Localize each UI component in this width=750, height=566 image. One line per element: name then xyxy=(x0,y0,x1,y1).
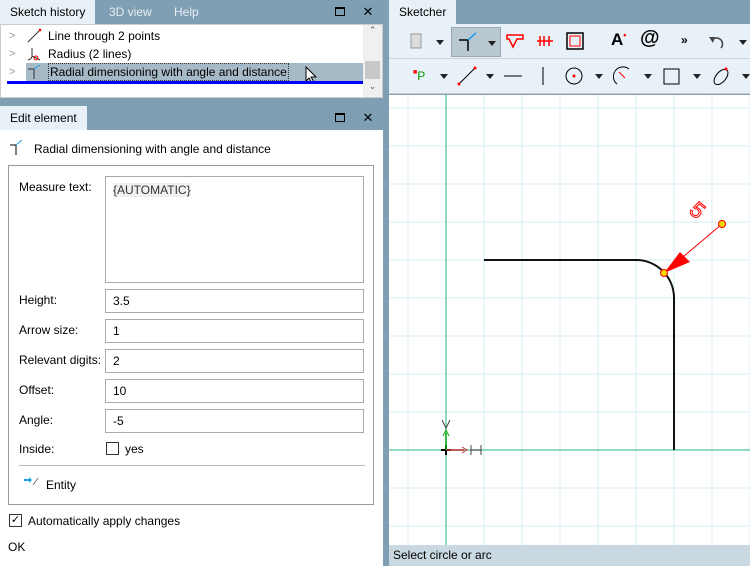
chevron-down-icon[interactable] xyxy=(440,74,448,79)
scroll-up-icon[interactable]: ⌃ xyxy=(368,25,377,35)
chevron-down-icon[interactable] xyxy=(644,74,652,79)
splitter[interactable] xyxy=(383,0,389,566)
offset-label: Offset: xyxy=(19,383,55,397)
close-button[interactable]: ✕ xyxy=(362,4,374,19)
radius-icon xyxy=(27,48,41,61)
sketch-history-tree: > Line through 2 points > Radius (2 line… xyxy=(0,24,383,98)
horizontal-line-icon[interactable] xyxy=(503,66,523,86)
vertical-line-icon[interactable] xyxy=(533,66,553,86)
tab-help[interactable]: Help xyxy=(174,5,199,19)
line-tool-icon[interactable] xyxy=(457,66,477,86)
rectangle-tool-icon[interactable] xyxy=(662,66,682,86)
hatch-dimension-icon[interactable] xyxy=(505,31,525,51)
toolbar: A• @ » ■P xyxy=(389,24,750,94)
chevron-down-icon[interactable] xyxy=(486,74,494,79)
scroll-down-icon[interactable]: ⌄ xyxy=(368,81,377,91)
origin-marker xyxy=(441,419,482,455)
auto-apply-label: Automatically apply changes xyxy=(28,514,181,528)
chevron-right-icon[interactable]: > xyxy=(9,30,16,42)
chevron-down-icon[interactable] xyxy=(488,41,496,46)
drop-indicator xyxy=(7,81,363,84)
layer-icon[interactable] xyxy=(407,31,427,51)
arrow-size-input[interactable]: 1 xyxy=(105,319,364,343)
chevron-down-icon[interactable] xyxy=(739,40,747,45)
list-item-label: Radius (2 lines) xyxy=(48,47,132,61)
list-item-label: Radial dimensioning with angle and dista… xyxy=(48,63,289,81)
tab-3d-view[interactable]: 3D view xyxy=(109,5,152,19)
height-input[interactable]: 3.5 xyxy=(105,289,364,313)
arrow-size-label: Arrow size: xyxy=(19,323,79,337)
more-tools-button[interactable]: » xyxy=(681,33,688,47)
measure-text-label: Measure text: xyxy=(19,180,92,194)
chevron-right-icon[interactable]: > xyxy=(9,48,16,60)
maximize-icon xyxy=(335,113,345,122)
height-label: Height: xyxy=(19,293,58,307)
radial-dimension-icon xyxy=(459,32,477,51)
status-bar: Select circle or arc xyxy=(389,545,750,566)
inside-label: Inside: xyxy=(19,442,55,456)
chevron-down-icon[interactable] xyxy=(436,40,444,45)
radial-dimension-icon xyxy=(10,140,23,155)
sketch-canvas[interactable]: 5 xyxy=(389,95,750,545)
chevron-right-icon[interactable]: > xyxy=(9,66,16,78)
at-symbol-icon[interactable]: @ xyxy=(640,27,660,49)
entity-arrow-icon xyxy=(24,477,39,486)
scroll-thumb[interactable] xyxy=(365,61,380,79)
entity-button[interactable]: Entity xyxy=(46,478,77,492)
angle-input[interactable]: -5 xyxy=(105,409,364,433)
chevron-down-icon[interactable] xyxy=(595,74,603,79)
inside-checkbox[interactable] xyxy=(106,442,119,455)
arc-tool-icon[interactable] xyxy=(613,66,633,86)
edit-tabbar: Edit element ✕ xyxy=(0,106,385,130)
ellipse-tool-icon[interactable] xyxy=(711,66,731,86)
list-item-label: Line through 2 points xyxy=(48,29,161,43)
radial-dimension-icon xyxy=(28,64,41,79)
divider xyxy=(19,465,365,466)
offset-input[interactable]: 10 xyxy=(105,379,364,403)
measure-text-input[interactable]: {AUTOMATIC} xyxy=(105,176,364,283)
sketcher-tabbar: Sketcher xyxy=(389,0,750,24)
maximize-button[interactable] xyxy=(332,4,348,20)
auto-apply-checkbox[interactable]: ✓ xyxy=(9,514,22,527)
line-icon xyxy=(27,28,42,43)
point-tool-icon[interactable]: ■P xyxy=(413,69,426,83)
chevron-down-icon[interactable] xyxy=(742,74,750,79)
angle-label: Angle: xyxy=(19,413,54,427)
tab-sketcher[interactable]: Sketcher xyxy=(389,0,457,24)
properties-group: Measure text: {AUTOMATIC} Height: 3.5 Ar… xyxy=(8,165,374,505)
element-title: Radial dimensioning with angle and dista… xyxy=(34,142,271,156)
relevant-digits-label: Relevant digits: xyxy=(19,353,102,367)
spacing-dimension-icon[interactable] xyxy=(535,31,555,51)
list-item[interactable]: > Radius (2 lines) xyxy=(1,45,363,63)
chevron-down-icon[interactable] xyxy=(693,74,701,79)
maximize-button[interactable] xyxy=(332,110,348,126)
maximize-icon xyxy=(335,7,345,16)
edit-element-panel: Radial dimensioning with angle and dista… xyxy=(0,130,383,566)
circle-tool-icon[interactable] xyxy=(564,66,584,86)
undo-icon[interactable] xyxy=(707,32,727,52)
radial-dimension-tool-button[interactable] xyxy=(451,27,501,57)
tab-sketch-history[interactable]: Sketch history xyxy=(0,0,96,24)
close-button[interactable]: ✕ xyxy=(362,110,374,125)
text-tool-icon[interactable]: A• xyxy=(611,30,627,49)
relevant-digits-input[interactable]: 2 xyxy=(105,349,364,373)
tab-edit-element[interactable]: Edit element xyxy=(0,106,87,130)
inside-option-label: yes xyxy=(125,442,144,456)
frame-dimension-icon[interactable] xyxy=(565,31,585,51)
scrollbar[interactable]: ⌃ ⌄ xyxy=(363,25,382,97)
ok-button[interactable]: OK xyxy=(8,540,26,554)
list-item-selected[interactable]: > Radial dimensioning with angle and dis… xyxy=(1,63,363,84)
list-item[interactable]: > Line through 2 points xyxy=(1,27,363,45)
history-tabbar: Sketch history 3D view Help ✕ xyxy=(0,0,385,24)
